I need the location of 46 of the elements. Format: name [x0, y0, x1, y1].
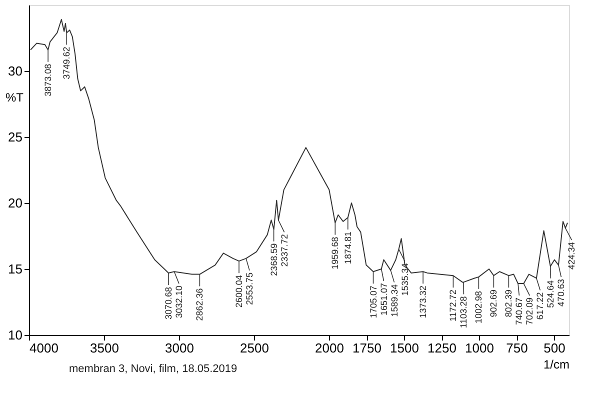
- annotation: 1589.34: [389, 284, 400, 317]
- y-tick-label: 15: [8, 262, 22, 276]
- annotation: 617.22: [535, 292, 546, 320]
- y-axis-title: %T: [6, 90, 24, 104]
- x-tick-label: 3500: [90, 340, 119, 356]
- annotation: 3032.10: [174, 286, 184, 318]
- annotation: 1535.34: [400, 263, 410, 296]
- annotation: 524.64: [546, 280, 556, 308]
- annotation: 1002.98: [474, 290, 484, 324]
- x-tick-label: 1750: [352, 340, 382, 356]
- text: membran 3, Novi, film, 18.05.2019: [69, 363, 238, 375]
- annotation: 1172.72: [448, 290, 458, 322]
- annotation: 1651.07: [378, 283, 389, 316]
- annotation: 2862.36: [194, 288, 205, 321]
- x-tick-label: 4000: [30, 340, 58, 356]
- annotation: 3873.08: [43, 64, 54, 96]
- annotation: 2368.59: [268, 243, 279, 276]
- x-tick-label: 3000: [165, 340, 194, 356]
- x-tick-label: 500: [544, 340, 566, 356]
- annotation: 470.63: [556, 279, 566, 307]
- annotation: 2553.75: [244, 272, 254, 305]
- annotation: 3749.62: [62, 46, 72, 80]
- annotation: 2337.72: [279, 234, 290, 267]
- annotation: 1103.28: [458, 296, 469, 328]
- annotation: 1959.68: [330, 236, 340, 270]
- x-tick-label: 750: [506, 340, 528, 356]
- annotation: 3070.68: [164, 286, 174, 320]
- annotation: 1874.81: [342, 232, 353, 264]
- x-tick-label: 1500: [390, 340, 419, 356]
- x-tick-label: 2000: [315, 340, 344, 356]
- x-axis-title: 1/cm: [543, 358, 570, 372]
- y-tick-label: 20: [8, 196, 22, 210]
- annotation: 802.39: [504, 290, 514, 318]
- annotation: 902.69: [488, 290, 499, 318]
- annotation: 424.34: [566, 242, 577, 270]
- y-tick-label: 30: [8, 64, 22, 78]
- annotation: 2600.04: [234, 275, 244, 308]
- y-tick-label: 25: [8, 130, 22, 144]
- x-tick-label: 2500: [240, 340, 269, 356]
- annotation: 740.67: [514, 298, 524, 326]
- x-tick-label: 1250: [428, 340, 456, 356]
- y-tick-label: 10: [8, 328, 22, 342]
- annotation: 1373.32: [418, 286, 428, 318]
- annotation: 702.09: [524, 298, 535, 326]
- annotation: 1705.07: [368, 286, 378, 318]
- x-tick-label: 1000: [465, 340, 494, 356]
